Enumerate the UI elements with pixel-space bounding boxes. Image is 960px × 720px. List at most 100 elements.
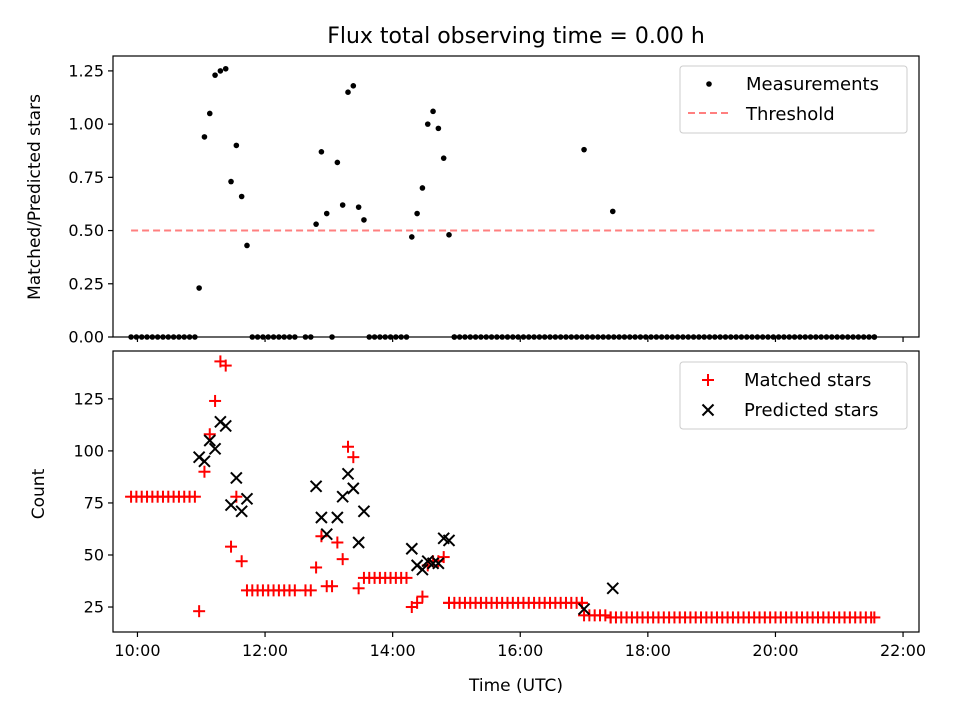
measurement-point	[233, 142, 240, 149]
predicted-stars-point	[432, 557, 445, 570]
predicted-stars-point	[198, 455, 211, 468]
matched-stars-point	[198, 465, 211, 478]
measurement-point	[228, 178, 234, 185]
predicted-stars-point	[235, 505, 248, 518]
matched-stars-point	[326, 580, 339, 593]
predicted-stars-point	[331, 511, 344, 524]
predicted-stars-point	[208, 442, 222, 456]
measurement-point	[419, 185, 426, 191]
bottom-legend-box	[679, 361, 908, 430]
bottom-y-tick-label: 125	[73, 389, 104, 408]
matched-stars-point	[411, 596, 424, 609]
bottom-panel: Count Time (UTC) 25 50 75 100 125 10:00 12:00 1…	[29, 350, 926, 696]
predicted-stars-point	[224, 498, 238, 512]
measurement-point	[350, 83, 357, 89]
measurement-point	[581, 146, 587, 153]
legend-measurements-label: Measurements	[746, 74, 879, 95]
matched-stars-point	[336, 553, 349, 566]
matched-stars-point	[599, 609, 612, 622]
bottom-x-tick-label: 22:00	[880, 641, 926, 660]
bottom-y-tick-label: 25	[84, 598, 104, 617]
top-y-tick-label: 0.75	[68, 168, 104, 187]
top-y-tick-label: 0.00	[68, 328, 104, 347]
bottom-x-tick-label: 14:00	[370, 641, 416, 660]
predicted-stars-point	[606, 582, 619, 595]
predicted-stars-point	[219, 419, 232, 433]
top-y-tick-label: 0.25	[68, 274, 104, 293]
predicted-stars-point	[416, 563, 429, 576]
bottom-axes-frame	[112, 350, 920, 633]
top-ticks: 0.00 0.25 0.50 0.75 1.00 1.25	[68, 61, 904, 347]
measurement-point	[318, 148, 325, 155]
top-axes-frame	[112, 55, 920, 338]
x-axis-label: Time (UTC)	[468, 676, 563, 696]
predicted-stars-point	[230, 471, 243, 485]
top-y-tick-label: 1.00	[68, 115, 104, 134]
measurement-point	[440, 155, 447, 161]
top-y-axis-label: Matched/Predicted stars	[25, 94, 45, 300]
bottom-data-marks	[125, 355, 881, 624]
predicted-stars-point	[341, 467, 355, 481]
measurement-point	[609, 208, 616, 215]
matched-stars-point	[219, 359, 232, 372]
measurement-point	[196, 285, 202, 291]
matched-stars-point	[209, 394, 222, 407]
measurement-point	[238, 193, 245, 200]
bottom-x-tick-label: 10:00	[114, 641, 160, 660]
matched-stars-point	[416, 590, 429, 603]
measurement-point	[244, 242, 250, 249]
legend-predicted-marker	[701, 403, 715, 417]
matched-stars-point	[304, 584, 317, 597]
measurement-point	[435, 125, 442, 132]
measurement-point	[414, 210, 420, 217]
measurement-point	[201, 134, 208, 140]
matched-stars-point	[235, 555, 248, 568]
predicted-stars-point	[240, 492, 254, 505]
matched-stars-point	[188, 490, 201, 503]
matched-stars-point	[347, 451, 360, 464]
bottom-ticks: 25 50 75 100 125 10:00 12:00 14:00 16:00 18:00 20:…	[73, 389, 926, 660]
chart-title: Flux total observing time = 0.00 h	[327, 24, 705, 49]
bottom-y-axis-label: Count	[29, 468, 49, 519]
measurement-point	[323, 210, 330, 217]
measurement-point	[217, 68, 224, 74]
legend-matched-label: Matched stars	[744, 370, 871, 391]
predicted-stars-point	[352, 536, 365, 549]
legend-threshold-label: Threshold	[745, 104, 835, 125]
measurement-point	[222, 65, 229, 72]
legend-matched-marker	[702, 374, 714, 386]
bottom-x-tick-label: 18:00	[625, 641, 671, 660]
matched-stars-point	[203, 428, 216, 441]
matched-stars-point	[225, 540, 238, 553]
predicted-stars-point	[442, 534, 456, 547]
matched-stars-point	[437, 551, 450, 564]
measurement-point	[446, 232, 452, 238]
predicted-stars-point	[426, 557, 440, 570]
predicted-stars-point	[320, 527, 333, 541]
matched-stars-point	[288, 584, 301, 597]
matched-stars-point	[400, 571, 413, 584]
matched-stars-point	[331, 536, 344, 549]
matched-stars-point	[341, 440, 354, 453]
predicted-stars-point	[336, 490, 349, 503]
matched-stars-point	[865, 611, 878, 624]
predicted-stars-point	[357, 505, 371, 518]
predicted-stars-point	[203, 434, 216, 447]
legend-predicted-label: Predicted stars	[744, 400, 878, 421]
measurement-point	[313, 221, 319, 227]
measurement-point	[339, 202, 346, 208]
predicted-stars-point	[577, 602, 591, 616]
bottom-x-tick-label: 16:00	[497, 641, 543, 660]
predicted-stars-point	[315, 511, 328, 524]
measurement-point	[430, 108, 436, 115]
predicted-stars-point	[347, 482, 360, 495]
measurement-point	[408, 234, 415, 240]
measurement-point	[345, 89, 351, 95]
measurement-point	[212, 72, 218, 78]
matched-stars-point	[352, 582, 365, 595]
bottom-y-tick-label: 50	[84, 545, 104, 564]
matched-stars-point	[310, 561, 323, 574]
bottom-x-tick-label: 20:00	[752, 641, 798, 660]
matched-stars-point	[193, 605, 206, 618]
measurement-point	[361, 217, 367, 223]
